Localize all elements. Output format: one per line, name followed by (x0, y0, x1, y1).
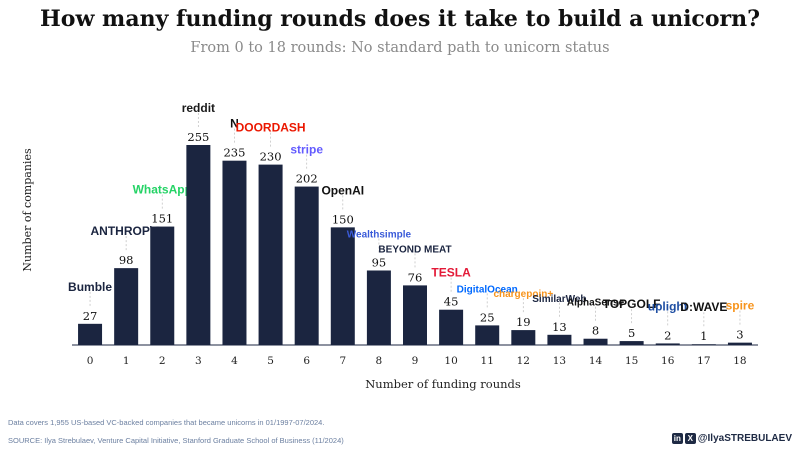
data-label-7: 150 (332, 212, 354, 226)
tick-label-14: 14 (589, 355, 603, 367)
tick-label-11: 11 (481, 355, 494, 367)
data-label-18: 3 (736, 328, 743, 342)
company-logo-d-wave: D:WAVE (680, 300, 727, 314)
company-logo-uplight: uplight (648, 299, 688, 313)
company-logo-similarweb: SimilarWeb (532, 294, 586, 305)
tick-label-17: 17 (697, 355, 710, 367)
data-label-1: 98 (119, 253, 134, 267)
company-logo-spire: spire (726, 299, 755, 313)
bar-5 (258, 164, 283, 345)
data-label-13: 13 (552, 320, 567, 334)
company-logo-alphasense: AlphaSense (567, 298, 625, 309)
bar-17 (691, 344, 716, 345)
tick-label-10: 10 (444, 355, 457, 367)
company-logo-stripe: stripe (290, 143, 323, 157)
data-label-6: 202 (296, 172, 318, 186)
tick-label-8: 8 (376, 355, 383, 367)
bar-18 (727, 342, 752, 345)
data-label-15: 5 (628, 326, 635, 340)
bar-1 (114, 268, 139, 345)
tick-label-16: 16 (661, 355, 675, 367)
bar-15 (619, 341, 644, 345)
social-handle: in X @IlyaSTREBULAEV (671, 433, 792, 444)
tick-label-6: 6 (303, 355, 310, 367)
company-logo-wealthsimple: Wealthsimple (347, 229, 412, 240)
company-logo-reddit: reddit (182, 101, 215, 115)
tick-label-15: 15 (625, 355, 638, 367)
bar-2 (150, 226, 175, 345)
tick-label-9: 9 (412, 355, 419, 367)
company-logo-tesla: TESLA (431, 266, 471, 280)
x-axis-label: Number of funding rounds (365, 377, 521, 391)
tick-label-13: 13 (553, 355, 566, 367)
company-logo-topgolf: TOPGOLF (603, 297, 661, 311)
y-axis-label: Number of companies (21, 148, 34, 272)
data-label-4: 235 (223, 146, 245, 160)
tick-label-5: 5 (267, 355, 274, 367)
company-logo-chargepoin-: chargepoin+ (493, 289, 553, 300)
data-label-11: 25 (480, 310, 495, 324)
handle-text[interactable]: @IlyaSTREBULAEV (697, 433, 792, 444)
tick-label-18: 18 (733, 355, 746, 367)
bar-7 (330, 227, 355, 345)
company-logo-n: N (230, 117, 239, 131)
x-icon[interactable]: X (684, 433, 696, 444)
company-logo-bumble: Bumble (68, 280, 112, 294)
data-label-10: 45 (444, 295, 459, 309)
bar-3 (186, 145, 211, 345)
data-label-3: 255 (187, 130, 209, 144)
data-label-16: 2 (664, 328, 671, 342)
tick-label-1: 1 (123, 355, 130, 367)
bar-6 (294, 186, 319, 345)
bar-11 (475, 325, 500, 345)
linkedin-icon[interactable]: in (671, 433, 683, 444)
data-label-14: 8 (592, 324, 599, 338)
bar-10 (439, 309, 464, 345)
data-label-0: 27 (83, 309, 98, 323)
data-label-8: 95 (372, 255, 387, 269)
tick-label-12: 12 (517, 355, 530, 367)
company-logo-doordash: DOORDASH (236, 121, 306, 135)
bar-12 (511, 330, 536, 345)
company-logo-beyond-meat: BEYOND MEAT (378, 244, 451, 255)
footnote-data-coverage: Data covers 1,955 US-based VC-backed com… (8, 418, 325, 427)
company-logo-anthrop-c: ANTHROP\C (90, 224, 162, 238)
bar-0 (78, 323, 103, 345)
tick-label-0: 0 (87, 355, 94, 367)
data-label-5: 230 (260, 150, 282, 164)
company-logo-digitalocean: DigitalOcean (457, 284, 518, 295)
data-label-2: 151 (151, 212, 173, 226)
company-logo-whatsapp: WhatsApp (133, 183, 192, 197)
data-label-12: 19 (516, 315, 531, 329)
footnote-source: SOURCE: Ilya Strebulaev, Venture Capital… (8, 436, 344, 445)
chart-subtitle: From 0 to 18 rounds: No standard path to… (190, 40, 610, 56)
bar-14 (583, 338, 608, 345)
tick-label-3: 3 (195, 355, 202, 367)
tick-label-7: 7 (339, 355, 346, 367)
bar-13 (547, 334, 572, 345)
data-label-9: 76 (408, 270, 423, 284)
bar-16 (655, 343, 680, 345)
data-label-17: 1 (700, 329, 707, 343)
bar-8 (366, 270, 391, 345)
tick-label-2: 2 (159, 355, 166, 367)
company-logo-openai: OpenAI (321, 183, 364, 197)
tick-label-4: 4 (231, 355, 238, 367)
bar-9 (403, 285, 427, 345)
bar-4 (222, 160, 247, 345)
chart-title: How many funding rounds does it take to … (40, 6, 760, 32)
